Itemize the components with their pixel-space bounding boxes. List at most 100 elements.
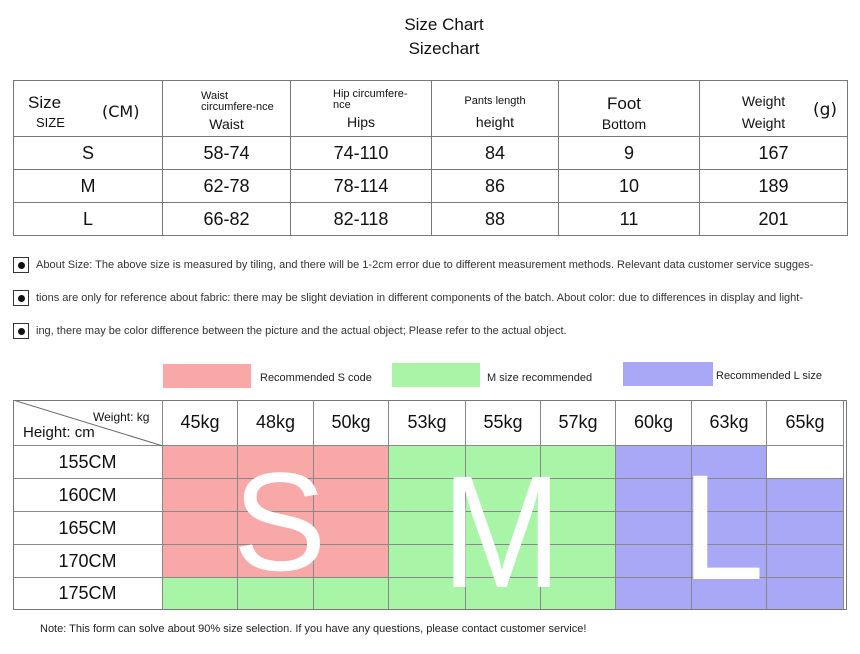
row-length: 88 <box>431 202 559 236</box>
fit-cell <box>314 479 389 512</box>
bullet-icon <box>13 257 29 273</box>
height-header: 165CM <box>13 512 163 545</box>
fit-cell <box>238 479 314 512</box>
chart-title: Size Chart <box>404 15 484 34</box>
big-letter-l: L <box>681 443 765 611</box>
chart-subtitle: Sizechart <box>408 39 480 58</box>
legend-label-m: M size recommended <box>487 372 593 384</box>
header-foot-label: Foot <box>606 94 642 113</box>
fit-cell <box>541 446 616 479</box>
note-text: tions are only for reference about fabri… <box>36 292 803 304</box>
fit-cell <box>389 479 466 512</box>
header-hips: Hip circumfere-nce Hips <box>290 80 432 137</box>
fit-cell <box>389 578 466 610</box>
fit-cell <box>466 545 541 578</box>
weight-header: 60kg <box>616 400 692 446</box>
header-bottom-label: Bottom <box>601 116 647 132</box>
height-header: 155CM <box>13 446 163 479</box>
footer-note: Note: This form can solve about 90% size… <box>40 623 587 635</box>
weight-header: 57kg <box>541 400 616 446</box>
row-length: 86 <box>431 169 559 203</box>
measurement-header-row: Size SIZE (CM) Waist circumfere-nce Wais… <box>13 80 848 137</box>
fit-cell <box>767 578 844 610</box>
row-size: L <box>13 202 163 236</box>
fit-cell <box>314 545 389 578</box>
note-text: ing, there may be color difference betwe… <box>36 325 567 337</box>
height-header: 160CM <box>13 479 163 512</box>
height-header: 170CM <box>13 545 163 578</box>
legend-swatch-s <box>163 364 251 388</box>
header-foot: Foot Bottom <box>558 80 700 137</box>
fit-cell <box>692 545 767 578</box>
row-length: 84 <box>431 136 559 170</box>
fit-cell <box>541 545 616 578</box>
header-size: Size SIZE (CM) <box>13 80 163 137</box>
weight-header: 50kg <box>314 400 389 446</box>
fit-cell <box>767 446 844 479</box>
fit-cell <box>389 512 466 545</box>
row-weight: 167 <box>699 136 848 170</box>
grid-corner: Weight: kg Height: cm <box>13 400 163 446</box>
fit-cell <box>163 512 238 545</box>
fit-cell <box>616 479 692 512</box>
fit-cell <box>163 578 238 610</box>
fit-cell <box>163 545 238 578</box>
note-line: tions are only for reference about fabri… <box>13 289 803 307</box>
fit-cell <box>314 446 389 479</box>
row-size: S <box>13 136 163 170</box>
fit-cell <box>238 446 314 479</box>
fit-cell <box>238 512 314 545</box>
weight-header: 48kg <box>238 400 314 446</box>
fit-cell <box>466 446 541 479</box>
legend-swatch-m <box>392 363 480 387</box>
fit-cell <box>541 512 616 545</box>
fit-cell <box>163 479 238 512</box>
fit-cell <box>692 446 767 479</box>
header-unit-g: (g) <box>812 100 837 120</box>
row-waist: 66-82 <box>162 202 291 236</box>
header-weight-label: Weight <box>741 93 786 109</box>
measurement-row: L 66-82 82-118 88 11 201 <box>13 202 848 236</box>
header-weight-label-2: Weight <box>741 115 786 131</box>
fit-cell <box>238 578 314 610</box>
fit-cell <box>389 446 466 479</box>
header-waist-label: Waist <box>209 116 244 132</box>
weight-header: 53kg <box>389 400 466 446</box>
row-foot: 10 <box>558 169 700 203</box>
fit-cell <box>238 545 314 578</box>
big-letter-m: M <box>441 442 562 621</box>
header-waist-small: Waist circumfere-nce <box>201 90 274 113</box>
row-hips: 82-118 <box>290 202 432 236</box>
corner-weight-label: Weight: kg <box>93 410 150 424</box>
measurement-table: Size SIZE (CM) Waist circumfere-nce Wais… <box>13 80 848 236</box>
fit-cell <box>541 578 616 610</box>
diagonal-line <box>13 400 163 446</box>
big-letter-s: S <box>233 443 327 600</box>
fit-cell <box>616 545 692 578</box>
legend-swatch-l <box>623 362 713 386</box>
header-hips-label: Hips <box>346 114 375 130</box>
fit-cell <box>466 512 541 545</box>
legend-label-l: Recommended L size <box>716 370 822 382</box>
bullet-icon <box>13 323 29 339</box>
fit-cell <box>692 479 767 512</box>
header-unit-cm: (CM) <box>102 102 140 121</box>
weight-header: 65kg <box>767 400 844 446</box>
fit-cell <box>541 479 616 512</box>
header-length-small: Pants length <box>464 95 526 107</box>
header-length-label: height <box>475 114 515 130</box>
fit-cell <box>163 446 238 479</box>
row-hips: 74-110 <box>290 136 432 170</box>
row-waist: 62-78 <box>162 169 291 203</box>
height-header: 175CM <box>13 578 163 610</box>
fit-cell <box>314 512 389 545</box>
row-foot: 11 <box>558 202 700 236</box>
row-hips: 78-114 <box>290 169 432 203</box>
bullet-icon <box>13 290 29 306</box>
header-hips-small: Hip circumfere-nce <box>333 88 408 111</box>
header-size-label-caps: SIZE <box>36 115 65 130</box>
fit-cell <box>767 545 844 578</box>
header-weight: Weight Weight (g) <box>699 80 848 137</box>
header-length: Pants length height <box>431 80 559 137</box>
weight-header: 63kg <box>692 400 767 446</box>
